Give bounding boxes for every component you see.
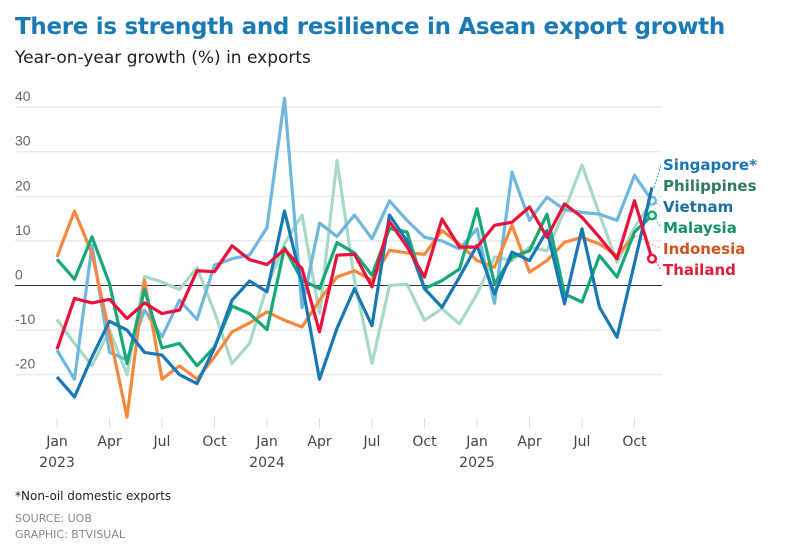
series-label: Vietnam: [663, 198, 733, 216]
y-tick-label: 0: [15, 267, 23, 283]
y-tick-label: 40: [15, 88, 31, 104]
x-year-label: 2023: [39, 455, 75, 471]
leader-line: [653, 258, 662, 271]
x-tick-label: Jul: [573, 434, 591, 450]
x-tick-label: Jan: [465, 434, 488, 450]
x-tick-label: Jul: [153, 434, 171, 450]
series-line: [55, 187, 654, 399]
x-tick-label: Oct: [622, 434, 647, 450]
chart-title: There is strength and resilience in Asea…: [15, 14, 725, 40]
series-line: [55, 96, 654, 381]
x-year-label: 2025: [459, 455, 495, 471]
graphic-credit: GRAPHIC: BTVISUAL: [15, 528, 125, 541]
x-tick-label: Oct: [412, 434, 437, 450]
series-label: Thailand: [663, 261, 736, 279]
footnote: *Non-oil domestic exports: [15, 489, 172, 503]
series-label: Singapore*: [663, 156, 757, 174]
x-tick-label: Apr: [307, 434, 331, 450]
series-line: [55, 209, 636, 419]
x-tick-label: Jan: [255, 434, 278, 450]
source-credit: SOURCE: UOB: [15, 512, 92, 525]
y-tick-label: -10: [15, 311, 35, 327]
y-tick-label: 30: [15, 133, 31, 149]
series-label: Philippines: [663, 177, 757, 195]
leader-line: [653, 200, 662, 208]
end-marker: [646, 210, 658, 221]
series-label: Malaysia: [663, 219, 737, 237]
series-singapore: Singapore*: [55, 156, 757, 399]
y-tick-label: -20: [15, 356, 35, 372]
series-label: Indonesia: [663, 240, 745, 258]
x-tick-label: Apr: [97, 434, 121, 450]
series-thailand: Thailand: [55, 199, 736, 350]
series-line: [55, 159, 654, 377]
leader-line: [653, 185, 662, 201]
y-tick-label: 20: [15, 177, 31, 193]
y-tick-label: 10: [15, 222, 31, 238]
x-tick-label: Apr: [517, 434, 541, 450]
chart-subtitle: Year-on-year growth (%) in exports: [15, 48, 311, 68]
x-year-label: 2024: [249, 455, 285, 471]
x-tick-label: Jul: [363, 434, 381, 450]
leader-line: [653, 164, 662, 188]
series-line: [55, 199, 654, 350]
end-marker: [646, 253, 658, 264]
leader-line: [653, 215, 662, 229]
x-tick-label: Jan: [45, 434, 68, 450]
x-tick-label: Oct: [202, 434, 227, 450]
